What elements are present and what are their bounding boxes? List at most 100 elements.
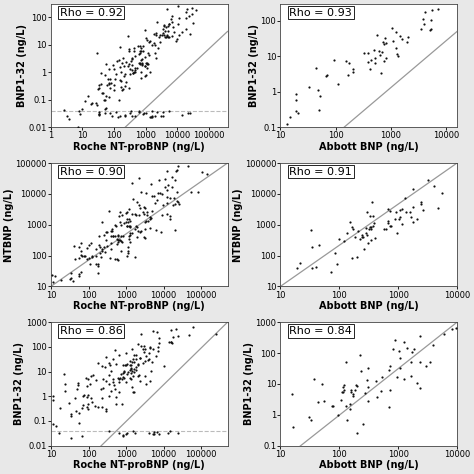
Point bbox=[97, 243, 104, 250]
Point bbox=[404, 33, 411, 41]
Point bbox=[122, 361, 130, 369]
Point bbox=[87, 100, 94, 108]
Point bbox=[353, 382, 361, 390]
Point bbox=[131, 69, 139, 76]
Point bbox=[146, 68, 154, 76]
Point bbox=[67, 412, 75, 419]
Point bbox=[135, 42, 142, 50]
Point bbox=[134, 360, 141, 368]
Point bbox=[128, 229, 136, 237]
Point bbox=[126, 366, 134, 374]
Point bbox=[152, 54, 159, 62]
Point bbox=[93, 49, 100, 56]
Point bbox=[105, 428, 112, 435]
Point bbox=[105, 392, 113, 400]
X-axis label: Roche NT-proBNP (ng/L): Roche NT-proBNP (ng/L) bbox=[73, 460, 205, 470]
Point bbox=[132, 429, 139, 437]
Point bbox=[131, 210, 138, 218]
Point bbox=[145, 349, 153, 356]
Point bbox=[371, 234, 379, 241]
Point bbox=[73, 385, 81, 393]
Point bbox=[128, 210, 136, 218]
Point bbox=[120, 219, 128, 227]
Point bbox=[329, 402, 337, 410]
Point bbox=[109, 62, 117, 69]
Point bbox=[111, 221, 118, 228]
Point bbox=[107, 227, 115, 235]
Point bbox=[100, 231, 108, 238]
Point bbox=[136, 174, 143, 182]
Point bbox=[79, 392, 87, 400]
Point bbox=[125, 62, 132, 70]
Point bbox=[138, 61, 146, 68]
Point bbox=[115, 96, 123, 103]
Point bbox=[152, 200, 159, 207]
Point bbox=[95, 109, 103, 116]
Point bbox=[364, 397, 372, 405]
Point bbox=[84, 392, 92, 399]
Point bbox=[93, 101, 101, 109]
Point bbox=[127, 362, 134, 369]
Point bbox=[370, 219, 378, 227]
Point bbox=[125, 60, 133, 68]
Point bbox=[112, 393, 119, 401]
Point bbox=[392, 44, 400, 52]
Point bbox=[289, 423, 297, 430]
Point bbox=[137, 228, 145, 235]
Point bbox=[331, 249, 339, 257]
Point bbox=[155, 343, 162, 351]
Point bbox=[167, 338, 174, 346]
Point bbox=[175, 201, 183, 208]
Point bbox=[396, 32, 404, 40]
Point bbox=[416, 358, 424, 366]
Point bbox=[347, 386, 355, 394]
Point bbox=[138, 55, 146, 63]
Point bbox=[376, 51, 384, 59]
Point bbox=[106, 109, 114, 117]
Point bbox=[419, 207, 427, 214]
Point bbox=[137, 342, 145, 350]
Point bbox=[362, 229, 370, 237]
Point bbox=[357, 367, 365, 374]
Point bbox=[174, 332, 182, 340]
Point bbox=[428, 6, 436, 14]
Point bbox=[127, 65, 134, 73]
Point bbox=[98, 394, 105, 402]
Point bbox=[118, 400, 126, 408]
Point bbox=[419, 15, 427, 22]
Point bbox=[409, 219, 417, 226]
Point bbox=[108, 112, 116, 120]
Point bbox=[127, 70, 134, 78]
Point bbox=[164, 27, 172, 35]
Point bbox=[145, 356, 152, 364]
Point bbox=[125, 222, 133, 230]
Point bbox=[66, 275, 74, 283]
Point bbox=[117, 77, 124, 84]
Point bbox=[366, 212, 374, 220]
Point bbox=[101, 109, 109, 117]
Point bbox=[360, 49, 368, 57]
Point bbox=[124, 429, 131, 437]
Point bbox=[379, 38, 387, 46]
Point bbox=[50, 420, 57, 428]
Point bbox=[48, 271, 56, 278]
Point bbox=[343, 402, 350, 410]
Point bbox=[127, 231, 134, 238]
Point bbox=[173, 188, 181, 196]
Point bbox=[116, 389, 123, 396]
Point bbox=[143, 36, 151, 44]
Point bbox=[364, 383, 371, 391]
Point bbox=[67, 434, 74, 442]
Point bbox=[103, 81, 110, 89]
Point bbox=[132, 254, 139, 261]
Point bbox=[136, 201, 143, 209]
Point bbox=[106, 361, 114, 368]
Text: Rho = 0.92: Rho = 0.92 bbox=[60, 8, 123, 18]
Point bbox=[186, 30, 193, 38]
Point bbox=[150, 30, 157, 38]
Point bbox=[144, 49, 152, 56]
Point bbox=[287, 113, 294, 121]
Point bbox=[107, 245, 115, 253]
Point bbox=[141, 233, 148, 241]
Point bbox=[103, 228, 110, 236]
